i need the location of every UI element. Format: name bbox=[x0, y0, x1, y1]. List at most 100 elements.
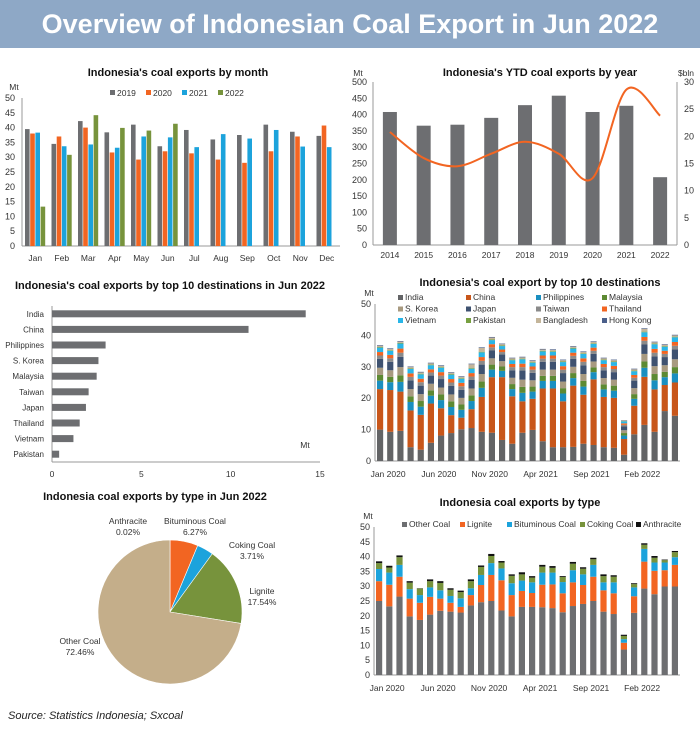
bar-segment-vietnam bbox=[468, 368, 475, 374]
bar-segment-lignite bbox=[376, 581, 383, 601]
x-tick-label: Jan 2020 bbox=[371, 469, 406, 479]
bar-segment-malaysia bbox=[499, 366, 506, 371]
bar-segment-philippines bbox=[590, 372, 597, 380]
y2-tick-label: 10 bbox=[684, 186, 694, 196]
bar-segment-s-korea bbox=[407, 389, 414, 397]
bar-2021 bbox=[619, 105, 634, 245]
bar-segment-china bbox=[407, 410, 414, 448]
bar-segment-taiwan bbox=[438, 375, 445, 380]
bar-segment-taiwan bbox=[529, 369, 536, 373]
bar-segment-philippines bbox=[448, 406, 455, 416]
bar-segment-thailand bbox=[488, 344, 495, 348]
legend-swatch bbox=[580, 522, 585, 527]
bar-segment-anthracite bbox=[518, 572, 525, 575]
bar-segment-other-coal bbox=[498, 610, 505, 675]
bar-segment-thailand bbox=[621, 423, 628, 425]
bar-segment-india bbox=[560, 447, 567, 461]
bar-segment-hong-kong bbox=[631, 368, 638, 370]
bar-segment-other-coal bbox=[396, 596, 403, 675]
bar-segment-lignite bbox=[569, 582, 576, 607]
bar-segment-china bbox=[529, 398, 536, 430]
bar-2020-Nov bbox=[295, 136, 300, 246]
bar-segment-other-coal bbox=[457, 612, 464, 675]
bar-segment-philippines bbox=[468, 401, 475, 410]
bar-segment-japan bbox=[468, 379, 475, 389]
bar-segment-anthracite bbox=[467, 579, 474, 582]
bar-segment-hong-kong bbox=[427, 362, 434, 364]
bar-segment-japan bbox=[427, 375, 434, 384]
bar-2019-Jun bbox=[157, 146, 163, 246]
bar-segment-lignite bbox=[600, 590, 607, 612]
bar-segment-vietnam bbox=[427, 365, 434, 370]
bar-2020-Jun bbox=[162, 151, 168, 246]
bar-segment-japan bbox=[641, 344, 648, 354]
bar-segment-other-coal bbox=[569, 606, 576, 675]
bar-segment-pakistan bbox=[661, 346, 668, 347]
y2-tick-label: 5 bbox=[684, 213, 689, 223]
bar-segment-other-coal bbox=[406, 616, 413, 675]
bar-segment-coking-coal bbox=[376, 563, 383, 570]
bar-segment-malaysia bbox=[468, 395, 475, 402]
bar-segment-india bbox=[610, 447, 617, 461]
bar-2021-Feb bbox=[61, 146, 67, 246]
bar-segment-lignite bbox=[386, 584, 393, 607]
bar-segment-india bbox=[417, 449, 424, 461]
bar-segment-malaysia bbox=[661, 371, 668, 378]
bar-2022-Mar bbox=[93, 115, 99, 246]
bar-segment-bituminous-coal bbox=[488, 563, 495, 575]
bar-segment-hong-kong bbox=[519, 356, 526, 358]
bar-S. Korea bbox=[52, 357, 99, 365]
bar-segment-philippines bbox=[661, 377, 668, 386]
x-tick-label: 2015 bbox=[414, 250, 433, 260]
bar-2014 bbox=[382, 111, 397, 245]
y-tick-label: 0 bbox=[365, 670, 370, 680]
bar-Taiwan bbox=[52, 388, 89, 396]
y-tick-label: 150 bbox=[352, 191, 367, 201]
bar-segment-lignite bbox=[641, 561, 648, 589]
bar-segment-bangladesh bbox=[661, 344, 668, 347]
bar-segment-pakistan bbox=[407, 368, 414, 369]
x-tick-label: 2018 bbox=[516, 250, 535, 260]
bar-2019-May bbox=[131, 124, 136, 246]
bar-segment-lignite bbox=[447, 602, 454, 612]
bar-segment-lignite bbox=[488, 574, 495, 601]
bar-segment-bituminous-coal bbox=[437, 590, 444, 599]
x-tick-label: 0 bbox=[50, 469, 55, 479]
legend-swatch bbox=[218, 90, 223, 95]
bar-segment-vietnam bbox=[610, 362, 617, 366]
bar-segment-coking-coal bbox=[406, 582, 413, 590]
bar-segment-bituminous-coal bbox=[467, 588, 474, 596]
legend-label: Malaysia bbox=[609, 292, 643, 302]
x-tick-label: 2016 bbox=[448, 250, 467, 260]
bar-segment-coking-coal bbox=[488, 556, 495, 564]
bar-segment-pakistan bbox=[651, 343, 658, 345]
bar-segment-china bbox=[499, 377, 506, 440]
bar-segment-malaysia bbox=[580, 380, 587, 387]
bar-2021-Jul bbox=[194, 147, 199, 246]
bar-segment-vietnam bbox=[621, 421, 628, 424]
legend-label: Bituminous Coal bbox=[514, 519, 576, 529]
bar-segment-india bbox=[580, 443, 587, 461]
bar-2022-Apr bbox=[120, 127, 125, 246]
bar-2021-Sep bbox=[247, 138, 252, 246]
bar-segment-thailand bbox=[417, 378, 424, 383]
bar-2019-Aug bbox=[210, 139, 216, 246]
bar-segment-thailand bbox=[519, 363, 526, 368]
bar-segment-lignite bbox=[661, 570, 668, 587]
bar-segment-vietnam bbox=[407, 368, 414, 374]
bar-segment-japan bbox=[661, 357, 668, 366]
bar-segment-bangladesh bbox=[610, 360, 617, 362]
bar-segment-malaysia bbox=[671, 367, 678, 374]
bar-segment-taiwan bbox=[397, 352, 404, 357]
bar-segment-other-coal bbox=[671, 586, 678, 675]
bar-segment-other-coal bbox=[508, 616, 515, 675]
bar-segment-pakistan bbox=[671, 336, 678, 338]
legend-swatch bbox=[536, 295, 541, 300]
bar-segment-thailand bbox=[560, 366, 567, 370]
bar-segment-hong-kong bbox=[570, 346, 577, 347]
x-tick-label: Jun 2020 bbox=[421, 469, 456, 479]
x-tick-label: Mar bbox=[81, 253, 96, 263]
bar-segment-pakistan bbox=[519, 358, 526, 360]
bar-segment-s-korea bbox=[621, 430, 628, 434]
bar-Malaysia bbox=[52, 372, 97, 380]
